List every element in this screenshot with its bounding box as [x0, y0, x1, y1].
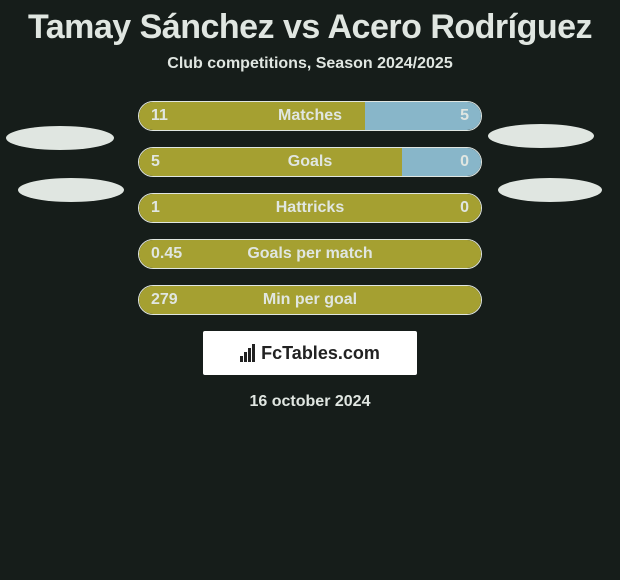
bar-left	[139, 194, 481, 222]
bar-right	[402, 148, 481, 176]
page-subtitle: Club competitions, Season 2024/2025	[0, 55, 620, 73]
decorative-ellipse	[18, 178, 124, 202]
bar-container: 279Min per goal	[138, 285, 482, 315]
value-right: 5	[460, 102, 469, 130]
logo-label: FcTables.com	[261, 343, 380, 364]
bar-container: 50Goals	[138, 147, 482, 177]
decorative-ellipse	[498, 178, 602, 202]
value-left: 279	[151, 286, 178, 314]
bar-left	[139, 102, 365, 130]
date-label: 16 october 2024	[0, 393, 620, 411]
bar-container: 115Matches	[138, 101, 482, 131]
page-title: Tamay Sánchez vs Acero Rodríguez	[0, 0, 620, 47]
bar-left	[139, 240, 481, 268]
value-left: 0.45	[151, 240, 182, 268]
stat-row: 0.45Goals per match	[0, 239, 620, 269]
chart-icon	[240, 344, 255, 362]
logo: FcTables.com	[240, 343, 380, 364]
stat-row: 279Min per goal	[0, 285, 620, 315]
bar-left	[139, 286, 481, 314]
value-left: 11	[151, 102, 168, 130]
value-right: 0	[460, 148, 469, 176]
value-left: 1	[151, 194, 160, 222]
decorative-ellipse	[488, 124, 594, 148]
stat-row: 50Goals	[0, 147, 620, 177]
decorative-ellipse	[6, 126, 114, 150]
bar-container: 10Hattricks	[138, 193, 482, 223]
bar-container: 0.45Goals per match	[138, 239, 482, 269]
logo-box: FcTables.com	[203, 331, 417, 375]
bar-left	[139, 148, 402, 176]
value-left: 5	[151, 148, 160, 176]
value-right: 0	[460, 194, 469, 222]
